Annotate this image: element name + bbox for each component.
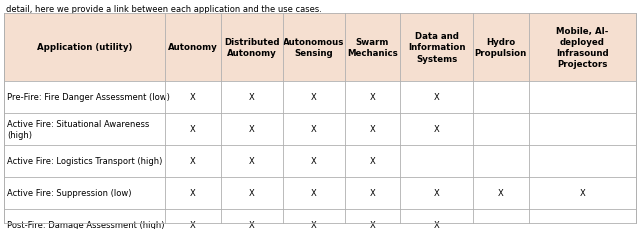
Text: Active Fire: Suppression (low): Active Fire: Suppression (low) <box>7 189 131 198</box>
Text: Active Fire: Situational Awareness
(high): Active Fire: Situational Awareness (high… <box>7 120 149 139</box>
Bar <box>4 114 636 145</box>
Text: Application (utility): Application (utility) <box>37 43 132 52</box>
Text: X: X <box>249 125 255 134</box>
Text: X: X <box>190 93 196 102</box>
Text: X: X <box>311 221 317 229</box>
Text: X: X <box>311 157 317 166</box>
Text: Data and
Information
Systems: Data and Information Systems <box>408 32 465 63</box>
Text: X: X <box>369 157 375 166</box>
Text: Autonomous
Sensing: Autonomous Sensing <box>283 38 344 58</box>
Text: X: X <box>190 125 196 134</box>
Text: X: X <box>249 93 255 102</box>
Text: X: X <box>434 221 440 229</box>
Bar <box>4 82 636 114</box>
Text: X: X <box>369 93 375 102</box>
Text: X: X <box>579 189 585 198</box>
Text: detail, here we provide a link between each application and the use cases.: detail, here we provide a link between e… <box>6 5 322 14</box>
Text: X: X <box>190 157 196 166</box>
Text: X: X <box>369 125 375 134</box>
Text: Active Fire: Logistics Transport (high): Active Fire: Logistics Transport (high) <box>7 157 163 166</box>
Text: X: X <box>434 93 440 102</box>
Text: X: X <box>434 189 440 198</box>
Text: X: X <box>311 125 317 134</box>
Text: Post-Fire: Damage Assessment (high): Post-Fire: Damage Assessment (high) <box>7 221 164 229</box>
Text: Autonomy: Autonomy <box>168 43 218 52</box>
Text: X: X <box>190 189 196 198</box>
Text: Distributed
Autonomy: Distributed Autonomy <box>224 38 280 58</box>
Text: X: X <box>190 221 196 229</box>
Text: X: X <box>249 157 255 166</box>
Bar <box>4 145 636 177</box>
Bar <box>4 177 636 209</box>
Text: X: X <box>249 221 255 229</box>
Bar <box>4 209 636 229</box>
Bar <box>4 14 636 82</box>
Text: Swarm
Mechanics: Swarm Mechanics <box>347 38 398 58</box>
Text: X: X <box>311 93 317 102</box>
Text: X: X <box>434 125 440 134</box>
Text: X: X <box>249 189 255 198</box>
Text: X: X <box>498 189 504 198</box>
Text: X: X <box>311 189 317 198</box>
Text: Pre-Fire: Fire Danger Assessment (low): Pre-Fire: Fire Danger Assessment (low) <box>7 93 170 102</box>
Text: X: X <box>369 221 375 229</box>
Text: X: X <box>369 189 375 198</box>
Text: Hydro
Propulsion: Hydro Propulsion <box>475 38 527 58</box>
Text: Mobile, AI-
deployed
Infrasound
Projectors: Mobile, AI- deployed Infrasound Projecto… <box>556 27 609 69</box>
